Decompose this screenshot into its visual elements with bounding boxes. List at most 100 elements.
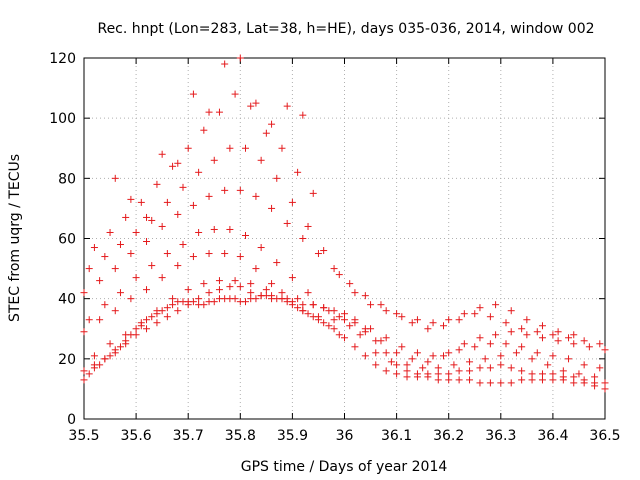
x-tick-label: 36: [336, 428, 354, 444]
data-point: [189, 201, 197, 209]
data-point: [231, 277, 239, 285]
data-point: [580, 361, 588, 369]
data-point: [471, 310, 479, 318]
data-point: [455, 316, 463, 324]
data-point: [413, 370, 421, 378]
data-point: [163, 304, 171, 312]
data-point: [341, 334, 348, 342]
data-point: [273, 174, 281, 182]
data-point: [106, 352, 114, 360]
data-point: [278, 144, 286, 152]
data-point: [518, 367, 526, 375]
data-point: [184, 301, 192, 309]
data-point: [387, 358, 395, 366]
data-point: [299, 307, 307, 315]
data-point: [236, 54, 244, 62]
data-point: [580, 376, 588, 384]
data-point: [570, 373, 578, 381]
data-point: [518, 376, 526, 384]
x-tick-label: 36.4: [537, 428, 568, 444]
data-point: [278, 289, 286, 297]
data-point: [80, 376, 88, 384]
data-point: [163, 250, 171, 258]
data-point: [226, 144, 234, 152]
data-point: [351, 289, 359, 297]
data-point: [158, 274, 166, 282]
data-point: [101, 253, 109, 261]
data-point: [80, 289, 88, 297]
data-point: [445, 376, 453, 384]
data-point: [169, 301, 177, 309]
data-point: [445, 349, 453, 357]
data-point: [127, 195, 135, 203]
data-point: [127, 295, 135, 303]
data-point: [398, 343, 406, 351]
data-point: [116, 241, 124, 249]
data-point: [200, 126, 208, 134]
data-point: [346, 322, 354, 330]
data-point: [413, 316, 421, 324]
data-point: [361, 292, 369, 300]
data-point: [570, 379, 578, 387]
data-point: [591, 379, 599, 387]
data-point: [268, 295, 276, 303]
data-point: [538, 334, 546, 342]
data-point: [205, 192, 213, 200]
data-point: [205, 289, 213, 297]
data-point: [273, 259, 281, 267]
data-point: [242, 144, 250, 152]
data-point: [408, 355, 416, 363]
data-point: [200, 301, 208, 309]
data-point: [460, 340, 468, 348]
data-point: [403, 361, 411, 369]
axis-ticks: 35.5 35.6 35.7 35.8 35.9 36 36.1 36.2 36.3 36.4 36…: [49, 51, 620, 444]
data-point: [330, 325, 338, 333]
data-point: [252, 295, 260, 303]
data-point: [127, 250, 135, 258]
data-point: [221, 186, 229, 194]
data-point: [189, 253, 197, 261]
y-tick-label: 60: [58, 232, 76, 248]
data-point: [544, 361, 552, 369]
data-point: [325, 322, 333, 330]
data-point: [596, 340, 604, 348]
data-point: [554, 337, 562, 345]
data-point: [492, 301, 500, 309]
data-point: [299, 111, 307, 119]
data-point: [570, 331, 578, 339]
data-point: [596, 364, 604, 372]
data-point: [179, 183, 187, 191]
data-point: [309, 301, 317, 309]
data-point: [200, 280, 208, 288]
data-point: [189, 90, 197, 98]
data-point: [283, 102, 291, 110]
data-point: [221, 250, 229, 258]
data-point: [486, 313, 494, 321]
data-point: [377, 337, 385, 345]
data-point: [497, 352, 505, 360]
data-point: [288, 198, 296, 206]
x-tick-label: 35.5: [68, 428, 99, 444]
data-point: [143, 316, 151, 324]
data-point: [393, 310, 401, 318]
data-point: [580, 337, 588, 345]
data-point: [90, 361, 98, 369]
data-point: [335, 331, 343, 339]
data-point: [90, 244, 98, 252]
data-points: [80, 54, 609, 393]
data-point: [565, 355, 573, 363]
data-point: [116, 289, 124, 297]
data-point: [174, 210, 182, 218]
data-point: [143, 213, 151, 221]
data-point: [413, 349, 421, 357]
data-point: [591, 373, 599, 381]
x-tick-label: 35.9: [277, 428, 308, 444]
data-point: [195, 228, 203, 236]
data-point: [122, 213, 130, 221]
data-point: [450, 361, 458, 369]
data-point: [101, 355, 109, 363]
data-point: [174, 262, 182, 270]
data-point: [184, 286, 192, 294]
data-point: [601, 379, 609, 387]
data-point: [205, 108, 213, 116]
